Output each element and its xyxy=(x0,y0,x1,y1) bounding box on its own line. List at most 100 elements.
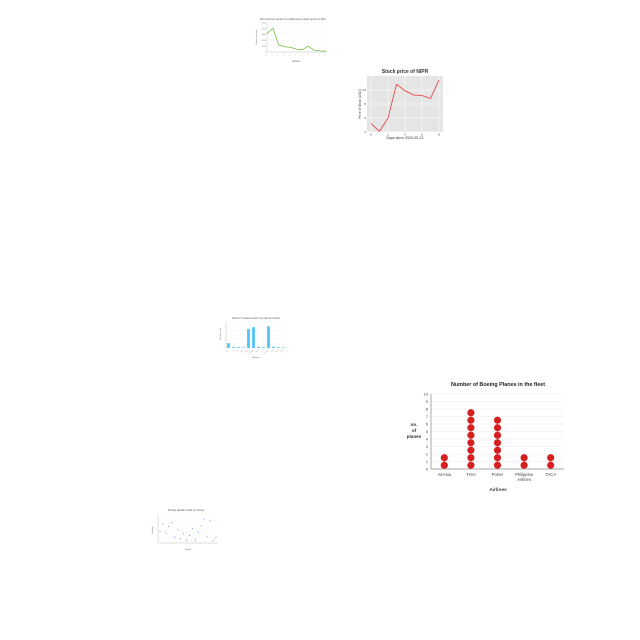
x-tick-label: THAI xyxy=(466,472,476,477)
data-point xyxy=(200,525,202,527)
chart-title: Number of flowers sold in the past 12 mo… xyxy=(232,317,281,320)
y-tick-label: 3 xyxy=(426,444,429,449)
x-tick-label: Porter xyxy=(492,472,504,477)
series xyxy=(159,518,217,542)
chart-boeing-svg: Number of Boeing Planes in the fleet 0 1 2… xyxy=(407,382,564,493)
data-point xyxy=(467,461,475,469)
y-tick-label: 0 xyxy=(426,466,429,471)
bar xyxy=(267,326,270,348)
y-tick-label: 5 xyxy=(426,429,429,434)
y-axis-label: Price of Stock (USD) xyxy=(358,89,362,118)
y-tick-label: 2 xyxy=(426,451,429,456)
y-tick-label: 1 xyxy=(426,459,429,464)
y-tick-label: 30000 xyxy=(262,34,267,36)
y-tick-label: 4 xyxy=(426,436,429,441)
y-axis-label-line: of xyxy=(412,428,417,433)
x-tick-label: I xyxy=(313,54,315,56)
data-point xyxy=(296,48,297,50)
x-tick-label: G xyxy=(301,54,304,57)
x-tick-label: C xyxy=(277,54,280,57)
data-point xyxy=(307,45,309,47)
data-point xyxy=(197,531,199,533)
data-point xyxy=(182,533,185,535)
y-axis-label: Number sold xyxy=(220,328,222,339)
bar xyxy=(257,346,260,348)
chart-rainfall-svg: Monthly rainfall in 2021 (in inches) Mon… xyxy=(152,509,218,551)
data-point xyxy=(185,539,188,542)
y-axis-label-line: no. xyxy=(411,422,418,427)
series xyxy=(227,326,285,348)
data-point xyxy=(191,528,194,530)
data-point xyxy=(467,416,475,424)
data-point xyxy=(284,46,286,48)
data-point xyxy=(278,44,280,46)
x-tick-label: Carnation xyxy=(263,348,270,355)
series xyxy=(440,409,555,469)
chart-flowers-svg: Number of flowers sold in the past 12 mo… xyxy=(220,317,286,359)
x-tick-label: H xyxy=(307,54,310,57)
data-point xyxy=(180,537,182,540)
data-point xyxy=(206,535,208,537)
x-tick-label: Iris xyxy=(261,349,264,352)
y-axis-label: Number of cases xyxy=(256,29,258,44)
y-tick-label: 7 xyxy=(426,414,429,419)
data-point xyxy=(467,446,475,454)
x-tick-label: Aster xyxy=(275,348,280,353)
x-tick-labels: Rose Lily Tulip Daisy Orchid Sunflower Peony Ir… xyxy=(225,348,284,355)
chart-title: Stock price of NIPR xyxy=(382,69,429,75)
data-point xyxy=(194,539,196,541)
y-tick-label: 6 xyxy=(364,116,366,120)
chart-rainfall: Monthly rainfall in 2021 (in inches) Mon… xyxy=(148,506,222,552)
y-tick-label: 10 xyxy=(363,88,367,92)
data-point xyxy=(168,525,170,528)
data-point xyxy=(493,446,502,454)
chart-boeing: Number of Boeing Planes in the fleet 0 1 2… xyxy=(394,374,570,498)
data-point xyxy=(493,416,502,424)
series xyxy=(370,80,440,132)
y-tick-label: 10000 xyxy=(262,46,267,48)
data-point xyxy=(493,454,502,462)
x-axis-label: Flowers xyxy=(252,356,261,359)
data-point xyxy=(174,536,176,538)
x-tick-label: AirAsia xyxy=(438,472,452,477)
y-tick-label: 40000 xyxy=(262,28,267,30)
bar xyxy=(252,327,255,348)
x-tick-label: Rose xyxy=(225,349,229,353)
chart-title: Most common causes of nonfatal work-rela… xyxy=(260,18,326,21)
x-tick-label: 2 xyxy=(387,133,389,137)
y-tick-labels: 50000 40000 30000 20000 10000 0 xyxy=(262,23,267,54)
bar xyxy=(282,347,285,348)
x-tick-label: TACA xyxy=(545,472,556,477)
data-point xyxy=(547,461,555,469)
bar xyxy=(242,347,245,348)
x-tick-label: Philippine xyxy=(515,472,534,477)
data-point xyxy=(440,461,448,469)
y-axis-label: Rainfall xyxy=(152,526,154,533)
data-point xyxy=(266,33,268,34)
x-tick-label: J xyxy=(319,54,321,56)
x-tick-label: F xyxy=(295,54,297,56)
y-tick-label: 4 xyxy=(364,130,366,134)
y-axis-label-line: planes xyxy=(407,434,422,439)
data-point xyxy=(272,27,274,29)
data-point xyxy=(440,454,448,462)
chart-title: Monthly rainfall in 2021 (in inches) xyxy=(168,509,204,512)
bar xyxy=(247,328,250,348)
x-axis-label: Causes xyxy=(292,60,301,63)
y-tick-label: 20000 xyxy=(262,40,267,42)
x-tick-label: D xyxy=(283,54,286,57)
chart-title: Number of Boeing Planes in the fleet xyxy=(451,382,545,388)
x-tick-label: Sunflower xyxy=(248,349,254,355)
gridlines xyxy=(430,393,564,470)
data-point xyxy=(547,454,555,462)
data-point xyxy=(212,540,214,542)
data-point xyxy=(290,47,291,48)
x-tick-label: 0 xyxy=(370,133,372,137)
data-point xyxy=(520,461,528,469)
y-tick-label: 0 xyxy=(265,52,266,54)
series-line xyxy=(370,80,440,132)
x-tick-label: 8 xyxy=(438,133,440,137)
x-tick-label: E xyxy=(289,54,291,56)
